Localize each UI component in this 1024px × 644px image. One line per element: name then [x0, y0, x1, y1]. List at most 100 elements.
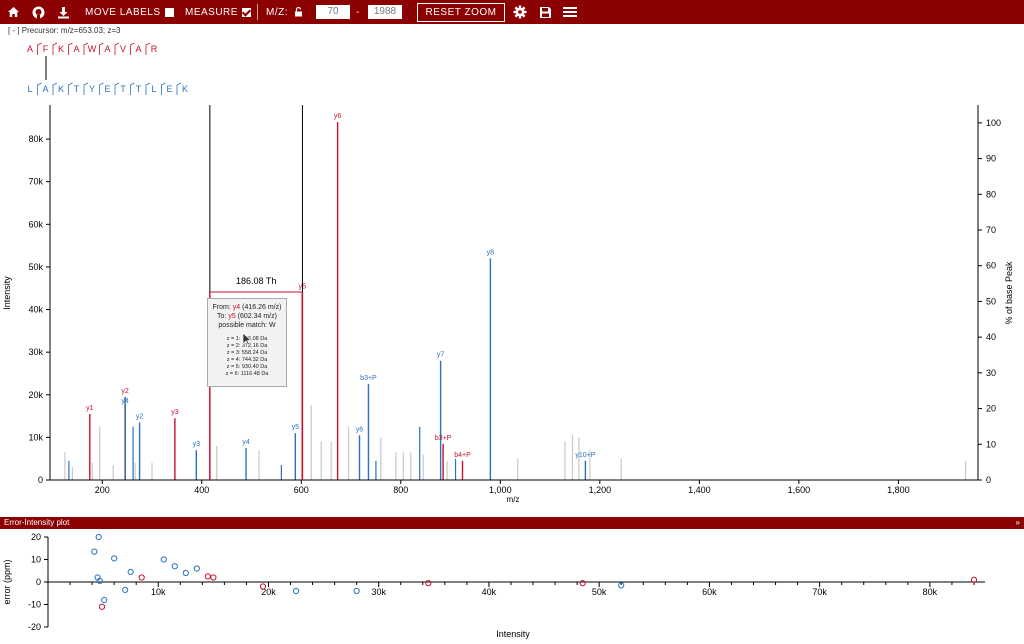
- error-y-tick-label: -10: [28, 600, 41, 610]
- measure-charge-row: z = 3: 558.24 Da: [226, 350, 268, 356]
- measure-charge-row: z = 2: 372.16 Da: [226, 343, 268, 349]
- download-icon[interactable]: [54, 3, 72, 21]
- spectrum-axes: 0 10k 20k 30k 40k 50k 60k 70k 80k 0 10 20 30 40 50 60 70…: [2, 105, 1014, 504]
- y-tick-label: 20k: [28, 390, 43, 400]
- peak-label: y6: [334, 113, 342, 120]
- mz-max-input[interactable]: [368, 5, 402, 19]
- home-icon[interactable]: [4, 3, 22, 21]
- x-tick-label: 1,000: [489, 485, 512, 495]
- error-point: [204, 573, 211, 580]
- error-point: [171, 563, 178, 570]
- x-tick-label: 400: [194, 485, 209, 495]
- peak-label: b4+P: [454, 452, 471, 459]
- fragment-marker: [130, 82, 135, 95]
- error-intensity-plot[interactable]: 20 10 0 -10 -20 10k 20k 30k 40k 50k 60k 70k 80k Inten…: [0, 529, 1024, 644]
- y2-tick-label: 50: [986, 296, 996, 306]
- fragment-marker: [52, 82, 58, 95]
- peptide-beta-residue: T: [120, 84, 126, 94]
- peak-label: y6: [356, 426, 364, 433]
- measure-checkbox[interactable]: [241, 7, 251, 17]
- peak-label: y5: [292, 424, 300, 431]
- error-point: [138, 574, 145, 581]
- error-x-tick-label: 70k: [812, 587, 827, 597]
- gear-icon[interactable]: [511, 3, 529, 21]
- move-labels-checkbox[interactable]: [164, 7, 174, 17]
- mz-label-text: M/Z:: [266, 6, 288, 18]
- move-labels-toggle[interactable]: MOVE LABELS: [85, 0, 174, 24]
- fragment-marker: [83, 42, 89, 55]
- peak-label: y4: [242, 439, 250, 446]
- peak-label: y3: [171, 409, 179, 416]
- error-y-tick-label: 0: [36, 577, 41, 587]
- fragment-marker: [145, 82, 151, 95]
- error-point: [193, 565, 200, 572]
- peptide-alpha-residue: V: [120, 44, 126, 54]
- error-point: [353, 587, 360, 595]
- peak-label: b3+P: [435, 435, 452, 442]
- y-tick-label: 50k: [28, 262, 43, 272]
- error-point: [122, 586, 129, 593]
- error-point: [970, 576, 978, 583]
- reset-zoom-button[interactable]: RESET ZOOM: [417, 3, 505, 22]
- peptide-beta-residue: E: [166, 84, 172, 94]
- x-axis-title: m/z: [507, 495, 520, 504]
- peptide-beta-residue: L: [27, 84, 32, 94]
- y-axis-title: Intensity: [2, 276, 12, 310]
- precursor-info[interactable]: [ - ] Precursor: m/z=653.03; z=3: [8, 26, 121, 35]
- error-y-tick-label: 10: [31, 555, 41, 565]
- error-plot-header[interactable]: Error-Intensity plot »: [0, 517, 1024, 529]
- peptide-alpha-residue: R: [151, 44, 158, 54]
- y2-tick-label: 80: [986, 189, 996, 199]
- peptide-beta-residue: L: [151, 84, 156, 94]
- error-point: [111, 555, 118, 562]
- fragment-marker: [52, 42, 58, 55]
- y-tick-label: 80k: [28, 134, 43, 144]
- error-point: [98, 603, 106, 610]
- github-icon[interactable]: [29, 3, 47, 21]
- fragment-marker: [99, 82, 104, 95]
- menu-icon[interactable]: [561, 3, 579, 21]
- y2-tick-label: 60: [986, 261, 996, 271]
- collapse-icon[interactable]: »: [1015, 518, 1020, 527]
- peptide-beta-residue: A: [42, 84, 48, 94]
- error-point: [259, 583, 267, 590]
- error-point: [210, 574, 217, 581]
- measure-tooltip: From: y4 (416.26 m/z) To: y5 (602.34 m/z…: [207, 298, 287, 387]
- mz-min-input[interactable]: [316, 5, 350, 19]
- error-point: [292, 587, 300, 595]
- fragment-marker: [114, 42, 120, 55]
- y-tick-label: 10k: [28, 432, 43, 442]
- y-tick-label: 60k: [28, 219, 43, 229]
- toolbar-divider: [257, 4, 258, 20]
- measure-charge-row: z = 4: 744.32 Da: [226, 357, 268, 363]
- lock-icon[interactable]: [292, 3, 304, 21]
- y2-tick-label: 70: [986, 225, 996, 235]
- x-tick-label: 600: [294, 485, 309, 495]
- y2-tick-label: 30: [986, 368, 996, 378]
- peptide-alpha-residue: A: [27, 44, 33, 54]
- y2-axis-title: % of base Peak: [1004, 261, 1014, 325]
- measure-charge-row: z = 6: 1116.48 Da: [225, 371, 269, 377]
- fragment-marker: [130, 42, 135, 55]
- error-point: [425, 580, 432, 587]
- fragment-marker: [176, 82, 182, 95]
- save-icon[interactable]: [536, 3, 554, 21]
- error-point: [618, 582, 625, 589]
- peak-label: y2: [136, 413, 144, 420]
- y2-tick-label: 10: [986, 439, 996, 449]
- peptide-alpha-residue: K: [58, 44, 64, 54]
- spectrum-chart[interactable]: y1y2y4y2y3y3y4y5y5y6y6b3+Py7b3+Pb4+Py8y1…: [0, 100, 1024, 517]
- error-y-tick-label: 20: [31, 532, 41, 542]
- measure-toggle[interactable]: MEASURE: [185, 0, 251, 24]
- peptide-beta-residue: T: [74, 84, 80, 94]
- fragment-marker: [99, 42, 104, 55]
- measure-charge-row: z = 5: 930.40 Da: [226, 364, 268, 370]
- fragment-marker: [37, 82, 42, 95]
- x-tick-label: 1,200: [589, 485, 612, 495]
- error-point: [101, 596, 108, 604]
- error-x-tick-label: 80k: [923, 587, 938, 597]
- x-tick-label: 200: [95, 485, 110, 495]
- fragment-marker: [37, 42, 42, 55]
- error-x-tick-label: 40k: [482, 587, 497, 597]
